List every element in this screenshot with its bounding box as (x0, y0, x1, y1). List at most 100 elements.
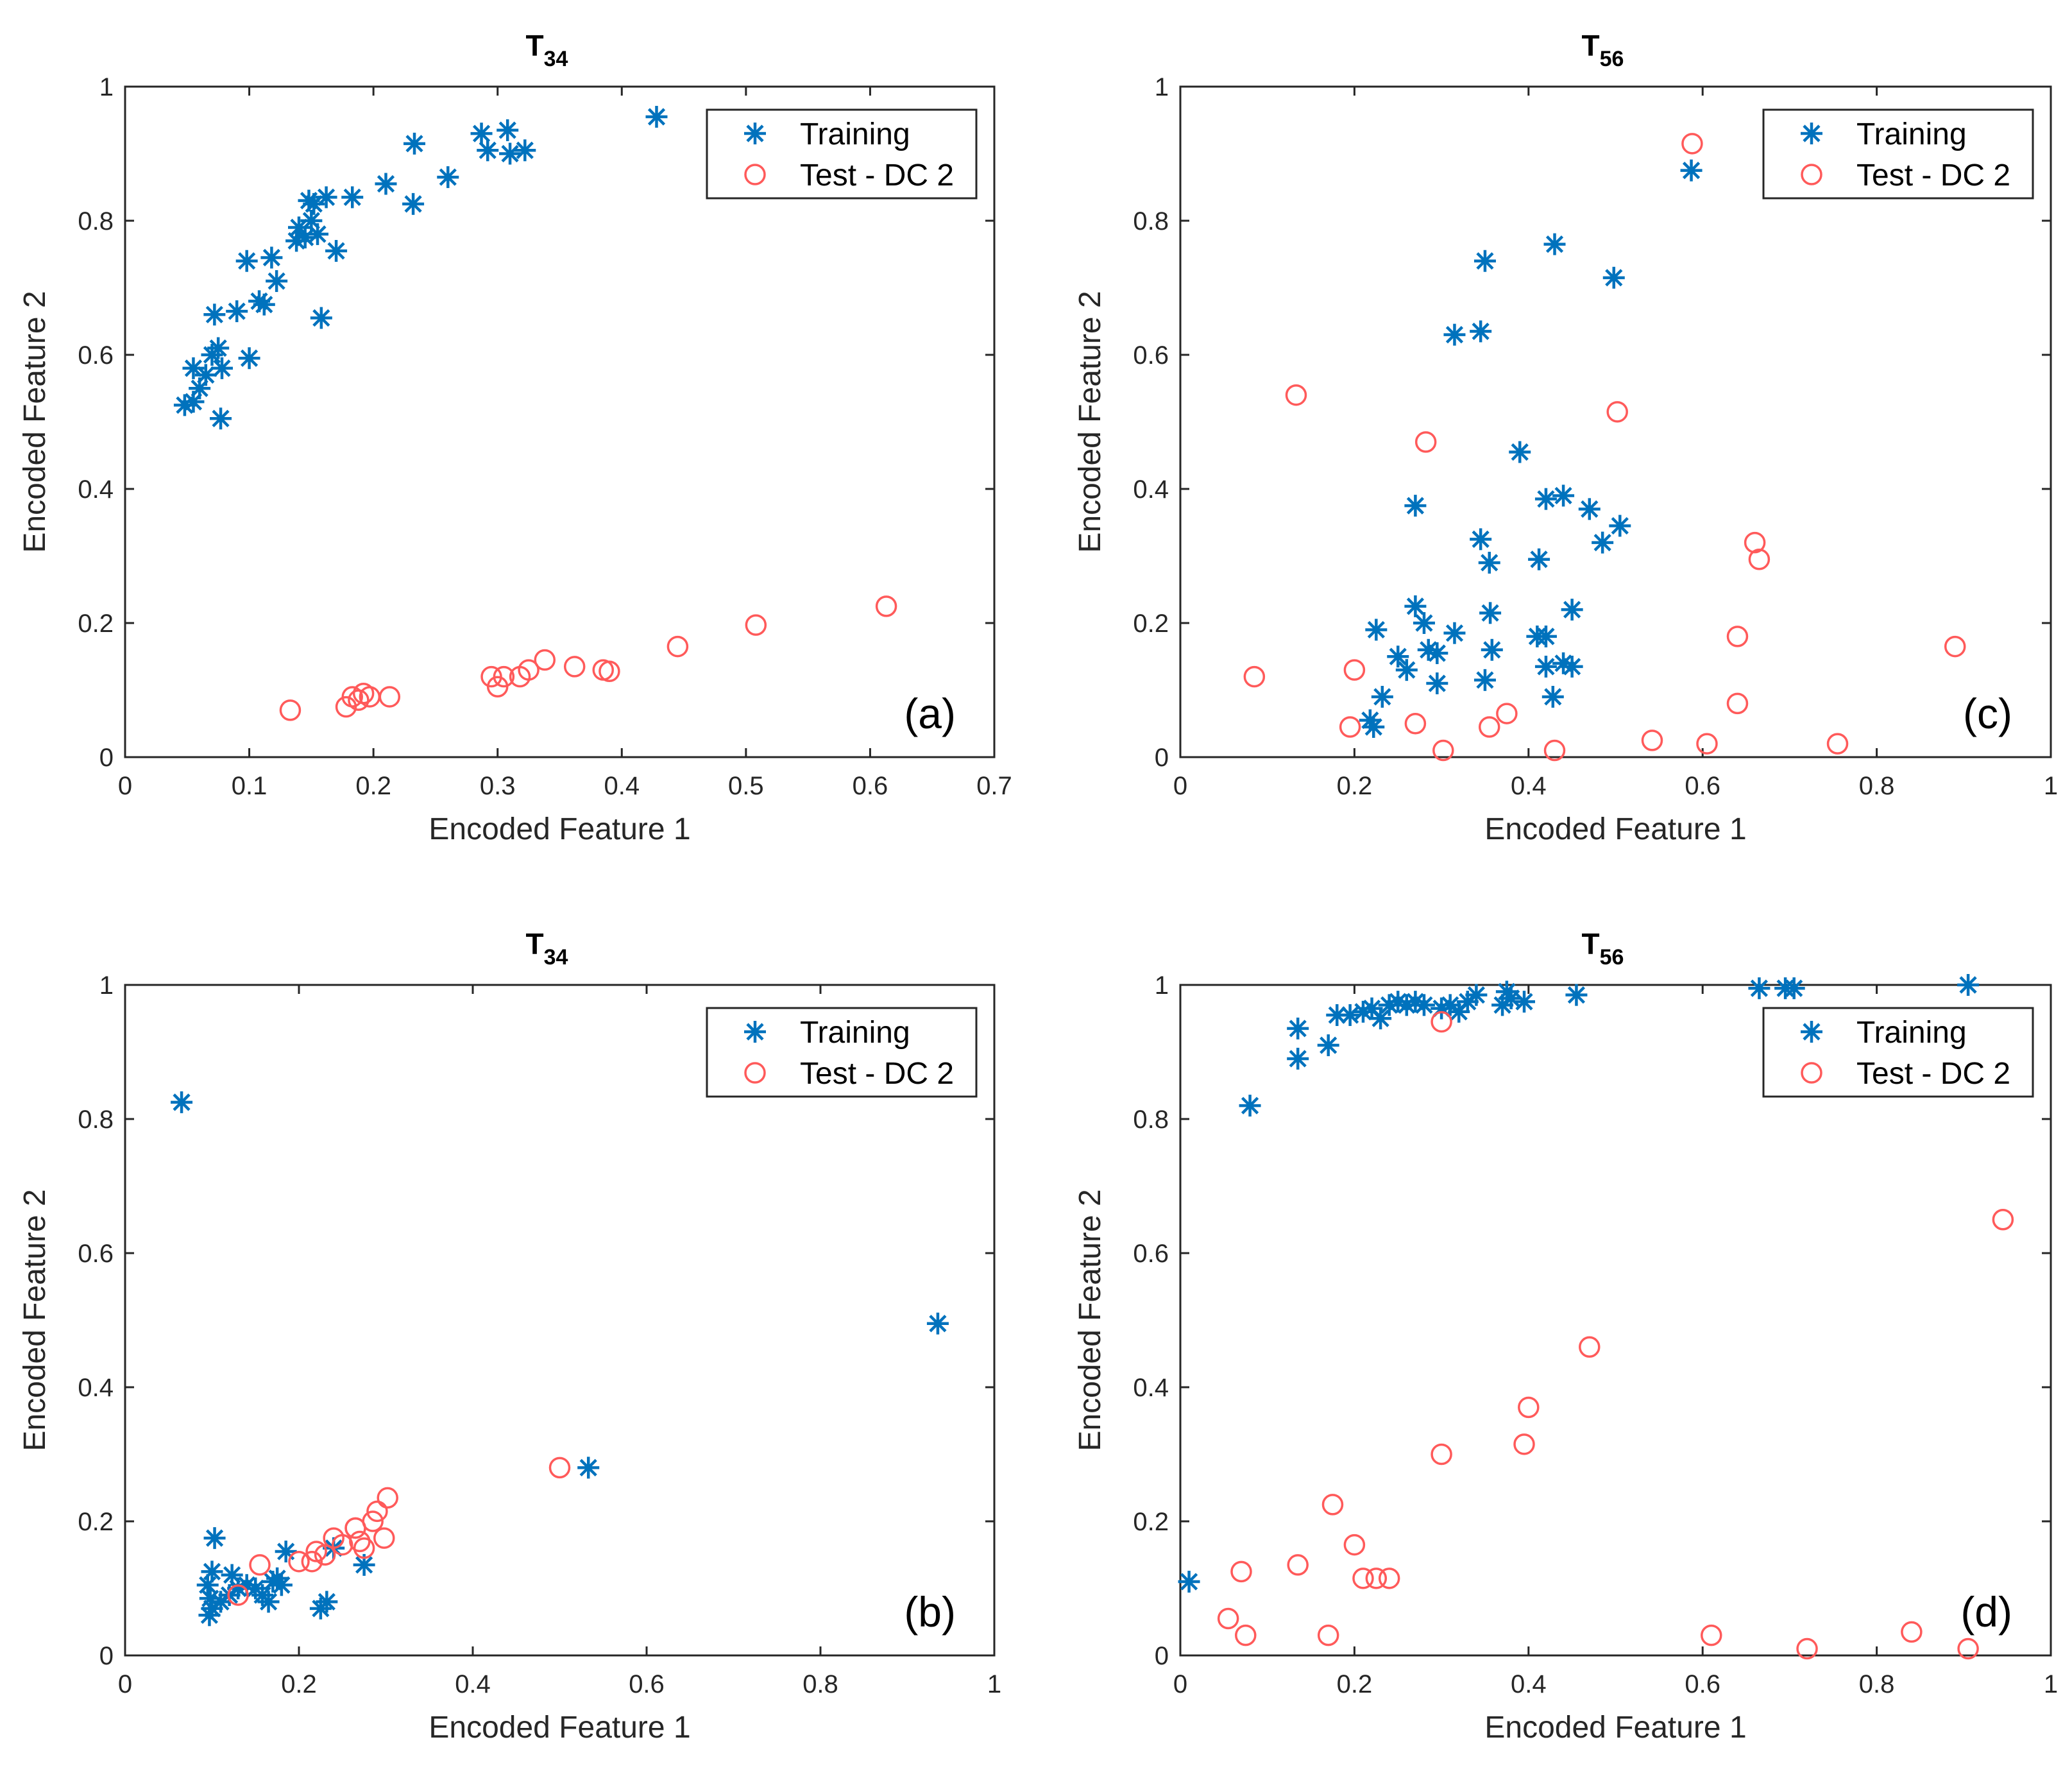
legend: Training Test - DC 2 (1762, 1007, 2034, 1098)
training-point (1479, 602, 1502, 624)
test-point (1431, 1011, 1452, 1033)
legend-entry: Test - DC 2 (800, 1057, 954, 1091)
training-point (238, 347, 260, 370)
x-axis-label: Encoded Feature 1 (1484, 1711, 1746, 1745)
legend-test-marker (744, 164, 766, 185)
legend-training-marker (1801, 123, 1822, 144)
y-tick-label: 0.2 (1133, 1508, 1169, 1536)
training-point (1426, 672, 1448, 695)
chart-title-main: T (1582, 29, 1600, 62)
test-point (1992, 1209, 2014, 1231)
training-point (926, 1312, 949, 1335)
legend: Training Test - DC 2 (1762, 108, 2034, 200)
test-point (1285, 384, 1307, 406)
x-axis-label: Encoded Feature 1 (1484, 812, 1746, 846)
training-point (402, 192, 425, 215)
x-tick-label: 0.6 (629, 1670, 665, 1698)
y-axis-label: Encoded Feature 2 (1073, 291, 1107, 552)
test-point (366, 1500, 388, 1523)
y-tick-label: 0.4 (1133, 475, 1169, 504)
training-point (1363, 715, 1385, 738)
x-tick-label: 0 (1173, 772, 1187, 800)
training-point (1578, 498, 1601, 520)
training-point (1565, 984, 1588, 1006)
test-point (344, 1517, 366, 1539)
panel-label: (d) (1960, 1588, 2012, 1636)
test-point (1543, 739, 1566, 762)
training-point (307, 223, 329, 245)
x-tick-label: 0.7 (976, 772, 1012, 800)
training-point (1481, 638, 1503, 661)
x-axis-label: Encoded Feature 1 (429, 1711, 690, 1745)
training-point (1534, 488, 1557, 510)
x-tick-label: 0.5 (728, 772, 764, 800)
test-point (1343, 659, 1366, 681)
training-point (1339, 1004, 1361, 1027)
y-tick-label: 0.6 (1133, 341, 1169, 370)
y-tick-label: 0.8 (1133, 207, 1169, 235)
test-point (518, 659, 539, 681)
training-point (1239, 1095, 1261, 1117)
panel-c: 0 0.2 0.4 0.6 0.8 1 0 0.2 0.4 0.6 0.8 1 Encoded Feat… (1073, 29, 2058, 846)
training-point (210, 407, 232, 430)
test-point (563, 656, 586, 678)
test-point (332, 1534, 353, 1556)
legend-entry: Training (800, 117, 910, 151)
training-point (1443, 323, 1466, 346)
legend-training-marker (1801, 1021, 1822, 1043)
test-point (875, 595, 897, 617)
y-tick-label: 0.6 (78, 1240, 114, 1268)
training-point (1426, 642, 1448, 665)
training-point (266, 270, 288, 293)
training-point (1509, 441, 1531, 463)
x-tick-label: 0.8 (1859, 1670, 1895, 1698)
training-point (270, 1574, 293, 1596)
training-point (210, 357, 233, 379)
training-point (198, 1604, 221, 1627)
training-point (1592, 531, 1614, 554)
training-point (1500, 987, 1522, 1009)
y-tick-label: 0.2 (1133, 610, 1169, 638)
y-tick-label: 0.8 (78, 1106, 114, 1134)
x-tick-label: 0.2 (281, 1670, 317, 1698)
training-point (1365, 619, 1388, 641)
test-point (1378, 1568, 1400, 1589)
test-point (1230, 1560, 1252, 1583)
y-tick-label: 1 (1155, 971, 1169, 1000)
x-tick-label: 1 (2044, 1670, 2058, 1698)
training-point (1680, 159, 1703, 182)
y-tick-label: 0.2 (78, 610, 114, 638)
chart-title: T34 (526, 29, 568, 71)
test-point (1513, 1433, 1535, 1455)
training-point (257, 1591, 280, 1613)
training-point (375, 173, 397, 195)
test-point (1365, 1568, 1388, 1589)
training-point (196, 1574, 219, 1596)
y-tick-label: 1 (1155, 73, 1169, 101)
legend: Training Test - DC 2 (706, 1007, 978, 1098)
test-point (1217, 1607, 1239, 1630)
y-tick-label: 0 (99, 1642, 114, 1670)
training-point (403, 132, 426, 155)
test-point (227, 1584, 249, 1606)
legend-test-marker (1801, 164, 1822, 185)
training-point (1413, 994, 1435, 1016)
test-point (1901, 1621, 1923, 1643)
test-point (288, 1550, 310, 1573)
test-point (301, 1550, 323, 1573)
test-point (1796, 1637, 1818, 1660)
legend-entry: Training (1856, 117, 1967, 151)
training-point (499, 142, 522, 165)
training-point (1478, 551, 1500, 574)
test-point (1243, 665, 1266, 688)
training-point (1317, 1034, 1339, 1057)
x-tick-label: 0.4 (604, 772, 640, 800)
training-point (310, 307, 332, 329)
training-point (235, 250, 258, 272)
test-point (1957, 1637, 1979, 1660)
chart-title: T34 (526, 927, 568, 970)
test-point (1287, 1554, 1309, 1576)
panel-label: (b) (904, 1588, 956, 1636)
y-tick-label: 0.8 (78, 207, 114, 235)
